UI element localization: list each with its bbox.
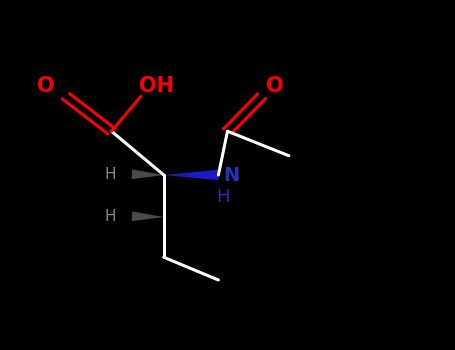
Text: N: N (223, 166, 239, 185)
Text: H: H (105, 167, 116, 182)
Text: H: H (105, 209, 116, 224)
Text: OH: OH (140, 76, 174, 96)
Text: O: O (37, 76, 54, 96)
Text: H: H (216, 188, 230, 206)
Polygon shape (164, 170, 218, 180)
Polygon shape (132, 169, 164, 179)
Polygon shape (132, 211, 164, 221)
Text: O: O (267, 76, 284, 96)
